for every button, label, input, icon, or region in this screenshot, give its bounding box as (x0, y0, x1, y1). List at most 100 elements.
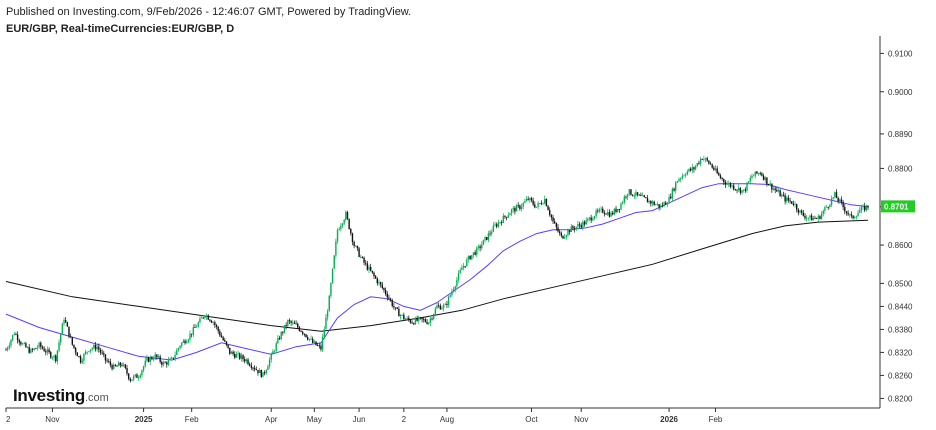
candle-body (53, 355, 55, 358)
candle-body (185, 341, 188, 344)
candle-body (638, 194, 640, 196)
candle-body (467, 256, 470, 260)
candle-body (850, 214, 853, 216)
candle-body (98, 346, 100, 350)
candle-body (857, 212, 859, 217)
candle-body (530, 198, 533, 201)
candle-body (360, 256, 362, 258)
y-tick-label: 0.9100 (888, 49, 913, 58)
candle-body (567, 230, 569, 236)
candle-body (643, 195, 645, 198)
y-tick-label: 0.9000 (888, 88, 913, 97)
candle-body (146, 357, 148, 361)
candle-body (471, 254, 473, 260)
candle-body (587, 218, 589, 221)
candle-body (658, 204, 660, 208)
candle-body (242, 355, 244, 360)
candle-body (350, 228, 352, 234)
candle-body (38, 342, 40, 348)
candle-body (194, 327, 196, 328)
candle-body (229, 347, 231, 354)
candle-body (563, 237, 566, 239)
candle-body (476, 247, 478, 255)
candle-body (585, 220, 587, 225)
candle-body (429, 318, 432, 323)
candle-body (215, 325, 218, 327)
candle-body (287, 320, 289, 326)
candle-body (610, 212, 612, 217)
candle-body (361, 256, 364, 258)
candle-body (225, 341, 228, 345)
candle-body (166, 362, 168, 365)
candle-body (648, 200, 650, 203)
candle-body (61, 323, 64, 335)
candle-body (91, 348, 93, 350)
candle-body (94, 344, 97, 350)
candle-body (854, 217, 856, 219)
candle-body (491, 231, 493, 234)
candle-body (661, 205, 664, 207)
candle-body (147, 357, 150, 362)
candle-body (51, 357, 54, 359)
candle-body (822, 210, 824, 214)
candle-body (214, 322, 216, 326)
candle-body (796, 204, 798, 210)
y-tick-label: 0.8380 (888, 325, 913, 334)
candle-body (408, 317, 410, 320)
candle-body (457, 273, 460, 280)
candle-body (799, 210, 801, 213)
candle-body (791, 201, 793, 204)
candle-body (819, 216, 821, 219)
candle-body (598, 209, 601, 212)
candle-body (847, 212, 849, 215)
candle-body (570, 226, 572, 233)
candle-body (731, 185, 733, 187)
x-tick-label: Nov (45, 415, 59, 424)
candle-body (157, 356, 160, 358)
candle-body (239, 353, 241, 359)
last-price-badge (881, 200, 915, 213)
candle-body (15, 334, 17, 335)
candle-body (859, 210, 861, 213)
candle-body (132, 376, 135, 380)
candle-body (592, 218, 594, 221)
candle-body (789, 200, 791, 202)
candle-body (26, 347, 29, 349)
candle-body (746, 182, 748, 191)
candle-body (500, 222, 503, 223)
candle-body (127, 373, 130, 379)
candle-body (656, 204, 659, 205)
candle-body (79, 356, 82, 363)
candle-body (316, 345, 319, 347)
candle-body (552, 217, 554, 222)
candle-body (749, 177, 752, 182)
y-tick-label: 0.8260 (888, 371, 913, 380)
candle-body (424, 319, 427, 322)
x-tick-label: Apr (265, 415, 278, 424)
candle-body (285, 325, 287, 326)
candle-body (403, 314, 405, 320)
candle-body (290, 321, 292, 323)
candle-body (89, 349, 92, 352)
candle-body (353, 241, 355, 246)
candle-body (855, 216, 858, 218)
candle-body (156, 354, 158, 358)
candle-body (575, 226, 577, 230)
candle-body (456, 279, 458, 287)
candle-body (204, 316, 206, 318)
candle-body (514, 207, 516, 212)
candle-body (651, 201, 654, 204)
candle-body (114, 364, 117, 366)
candle-body (421, 317, 423, 320)
ma-long-line (5, 219, 869, 332)
candle-body (313, 341, 316, 343)
candle-body (540, 203, 543, 205)
candle-body (169, 358, 171, 361)
candle-body (676, 181, 679, 183)
candle-body (69, 336, 72, 338)
candle-body (615, 208, 617, 212)
candle-body (646, 198, 649, 203)
candle-body (767, 184, 770, 186)
candle-body (404, 318, 407, 320)
candle-body (771, 183, 773, 190)
